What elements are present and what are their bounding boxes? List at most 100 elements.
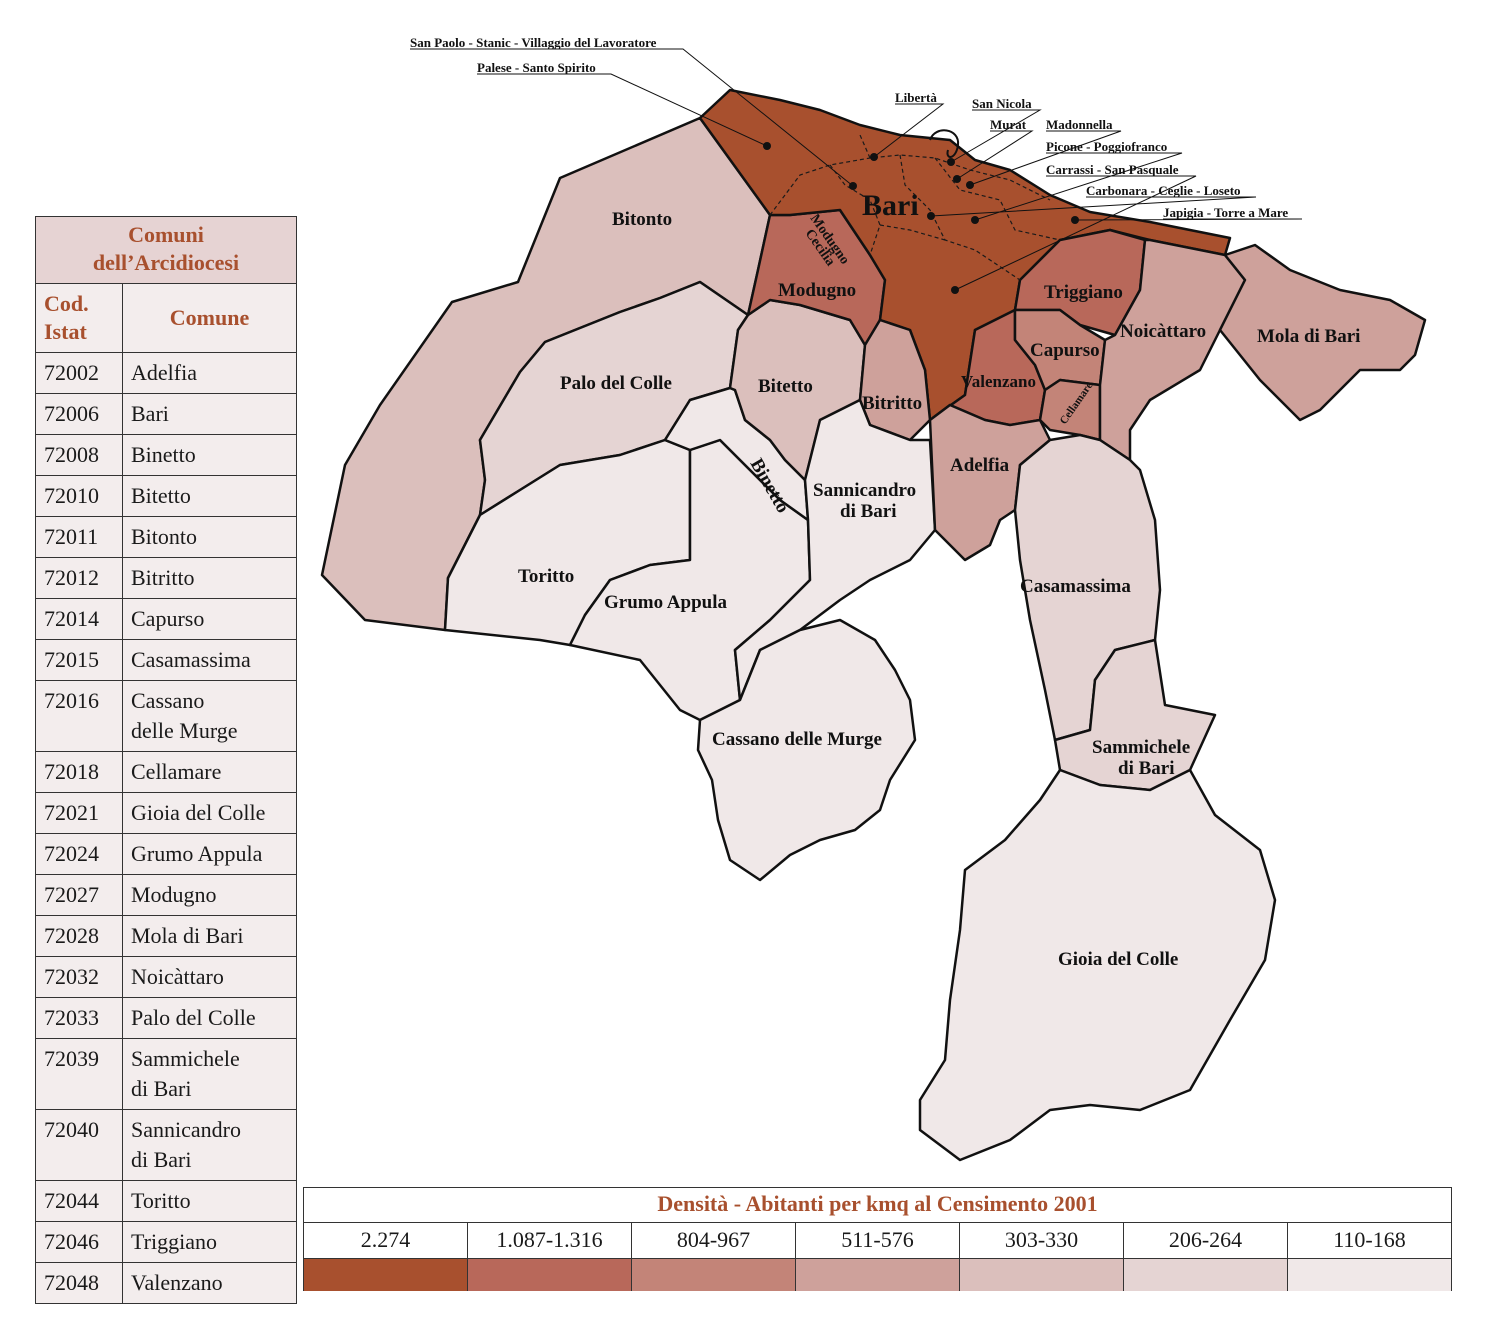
comuni-table: Comuni dell’Arcidiocesi Cod. Istat Comun… [35, 216, 297, 1304]
row-name: Bari [131, 401, 169, 426]
row-code: 72011 [35, 516, 123, 558]
table-row: 72048 Valenzano [35, 1262, 297, 1304]
table-row: 72028 Mola di Bari [35, 915, 297, 957]
row-name: Noicàttaro [131, 964, 224, 989]
row-name-line2: di Bari [131, 1147, 192, 1172]
row-code: 72033 [35, 997, 123, 1039]
table-body: Comuni dell’Arcidiocesi Cod. Istat Comun… [35, 216, 297, 1304]
row-name: Bitritto [131, 565, 195, 590]
row-code: 72014 [35, 598, 123, 640]
table-row: 72011 Bitonto [35, 516, 297, 558]
row-name: Bitonto [131, 524, 198, 549]
row-name-cell: Bitonto [122, 516, 297, 558]
port-hook [929, 129, 960, 158]
row-name: Bitetto [131, 483, 191, 508]
row-name-cell: Sammichele di Bari [122, 1038, 297, 1110]
table-row: 72014 Capurso [35, 598, 297, 640]
quarter-label-carrassi: Carrassi - San Pasquale [1046, 162, 1179, 177]
header-code-line1: Cod. [44, 291, 89, 316]
label-noicattaro: Noicàttaro [1120, 321, 1206, 342]
legend-swatch [467, 1259, 631, 1291]
table-title-line2: dell’Arcidiocesi [92, 250, 240, 275]
row-name: Mola di Bari [131, 923, 244, 948]
row-name: Cassano [131, 688, 205, 713]
legend-swatches [304, 1259, 1451, 1291]
row-name: Triggiano [131, 1229, 217, 1254]
row-name: Palo del Colle [131, 1005, 256, 1030]
row-name-cell: Binetto [122, 434, 297, 476]
density-legend: Densità - Abitanti per kmq al Censimento… [303, 1187, 1452, 1291]
table-row: 72033 Palo del Colle [35, 997, 297, 1039]
legend-range: 511-576 [795, 1223, 959, 1258]
quarter-label-madonnella: Madonnella [1046, 117, 1113, 132]
row-code: 72024 [35, 833, 123, 875]
legend-swatch [631, 1259, 795, 1291]
region-sannicandro [733, 398, 937, 702]
table-row: 72021 Gioia del Colle [35, 792, 297, 834]
table-title-row: Comuni dell’Arcidiocesi [35, 216, 297, 284]
row-code: 72018 [35, 751, 123, 793]
row-name-cell: Casamassima [122, 639, 297, 681]
header-code: Cod. Istat [35, 283, 123, 353]
label-grumo-appula: Grumo Appula [604, 592, 728, 613]
row-name: Gioia del Colle [131, 800, 266, 825]
quarter-label-murat: Murat [990, 117, 1027, 132]
legend-swatch [304, 1259, 467, 1291]
label-palo-del-colle: Palo del Colle [560, 373, 672, 394]
table-row: 72016 Cassano delle Murge [35, 680, 297, 752]
row-code: 72002 [35, 352, 123, 394]
table-row: 72008 Binetto [35, 434, 297, 476]
legend-range: 206-264 [1123, 1223, 1287, 1258]
row-name: Capurso [131, 606, 205, 631]
quarter-label-carbonara: Carbonara - Ceglie - Loseto [1086, 183, 1241, 198]
row-name: Toritto [131, 1188, 191, 1213]
region-cassano-delle-murge [696, 618, 917, 882]
bari-quarter-boundaries [769, 134, 1061, 281]
table-row: 72015 Casamassima [35, 639, 297, 681]
label-capurso: Capurso [1030, 340, 1100, 361]
legend-swatch [1123, 1259, 1287, 1291]
row-name: Grumo Appula [131, 841, 263, 866]
row-code: 72021 [35, 792, 123, 834]
row-name: Binetto [131, 442, 196, 467]
legend-range: 110-168 [1287, 1223, 1451, 1258]
table-row: 72027 Modugno [35, 874, 297, 916]
row-name-cell: Adelfia [122, 352, 297, 394]
row-name-cell: Grumo Appula [122, 833, 297, 875]
map-title-bari: Bari [862, 189, 919, 222]
row-code: 72044 [35, 1180, 123, 1222]
legend-range: 303-330 [959, 1223, 1123, 1258]
label-adelfia: Adelfia [950, 455, 1010, 476]
table-header-row: Cod. Istat Comune [35, 283, 297, 353]
quarter-label-palese: Palese - Santo Spirito [477, 60, 596, 75]
label-bitonto: Bitonto [612, 209, 672, 230]
legend-range: 2.274 [360, 1227, 411, 1252]
row-name: Cellamare [131, 759, 222, 784]
row-name-cell: Valenzano [122, 1262, 297, 1304]
header-comune: Comune [122, 283, 297, 353]
table-row: 72044 Toritto [35, 1180, 297, 1222]
label-valenzano: Valenzano [961, 372, 1036, 391]
table-row: 72032 Noicàttaro [35, 956, 297, 998]
table-row: 72006 Bari [35, 393, 297, 435]
row-code: 72012 [35, 557, 123, 599]
quarter-label-liberta: Libertà [895, 90, 937, 105]
region-mola-di-bari [1218, 243, 1427, 422]
label-bitritto: Bitritto [862, 393, 922, 414]
table-title-line1: Comuni [128, 222, 204, 247]
label-bitetto: Bitetto [758, 376, 813, 397]
table-row: 72039 Sammichele di Bari [35, 1038, 297, 1110]
table-row: 72002 Adelfia [35, 352, 297, 394]
label-sannicandro-2: di Bari [840, 501, 896, 522]
label-cassano-delle-murge: Cassano delle Murge [712, 729, 882, 750]
row-name-cell: Gioia del Colle [122, 792, 297, 834]
label-gioia-del-colle: Gioia del Colle [1058, 949, 1178, 970]
legend-title: Densità - Abitanti per kmq al Censimento… [304, 1188, 1451, 1223]
row-code: 72048 [35, 1262, 123, 1304]
quarter-label-san-paolo: San Paolo - Stanic - Villaggio del Lavor… [410, 35, 657, 50]
label-modugno: Modugno [778, 280, 856, 301]
row-code: 72032 [35, 956, 123, 998]
label-triggiano: Triggiano [1044, 282, 1123, 303]
row-code: 72028 [35, 915, 123, 957]
label-sammichele-2: di Bari [1118, 758, 1174, 779]
